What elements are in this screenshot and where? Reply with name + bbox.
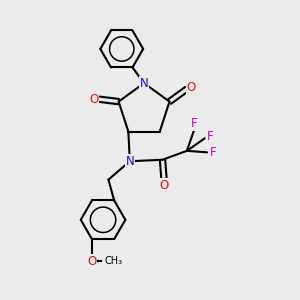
Text: F: F [207,130,214,143]
Text: O: O [159,178,169,191]
Text: N: N [125,155,134,168]
Text: CH₃: CH₃ [104,256,122,266]
Text: F: F [191,117,198,130]
Text: O: O [87,255,97,268]
Text: F: F [210,146,217,159]
Text: O: O [187,81,196,94]
Text: N: N [140,76,148,90]
Text: O: O [89,93,99,106]
